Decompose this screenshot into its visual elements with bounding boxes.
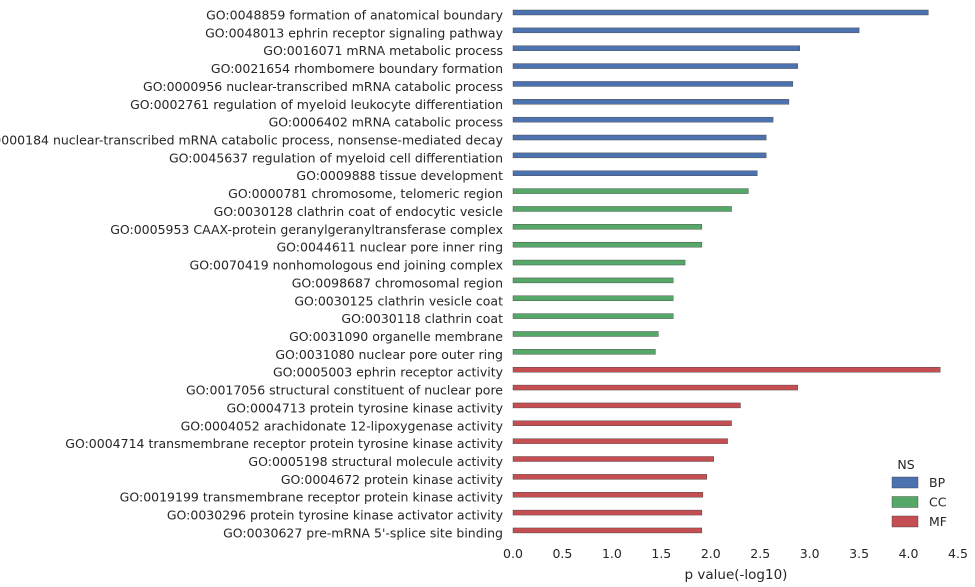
bar-cc xyxy=(512,277,674,284)
bar-cc xyxy=(512,241,703,248)
category-label: GO:0019199 transmembrane receptor protei… xyxy=(120,490,504,505)
bar-bp xyxy=(512,45,800,51)
x-tick-label: 0.5 xyxy=(552,546,572,561)
x-tick-label: 0.0 xyxy=(503,546,523,561)
category-label: GO:0004052 arachidonate 12-lipoxygenase … xyxy=(181,418,504,433)
bar-mf xyxy=(512,492,704,498)
bar-cc xyxy=(512,206,732,212)
category-label: GO:0030296 protein tyrosine kinase activ… xyxy=(167,508,504,523)
legend-swatch-cc xyxy=(891,496,919,508)
bar-cc xyxy=(512,259,686,266)
x-tick-label: 3.0 xyxy=(800,546,820,561)
category-label: GO:0000781 chromosome, telomeric region xyxy=(228,186,503,201)
category-label: GO:0005003 ephrin receptor activity xyxy=(273,365,504,380)
bar-mf xyxy=(512,456,714,462)
bar-mf xyxy=(512,527,703,534)
category-label: GO:0000184 nuclear-transcribed mRNA cata… xyxy=(0,133,504,148)
category-label: GO:0045637 regulation of myeloid cell di… xyxy=(169,150,503,165)
legend-label-cc: CC xyxy=(929,495,947,510)
bar-mf xyxy=(512,438,728,444)
legend: NS BP CC MF xyxy=(891,457,947,529)
category-label: GO:0002761 regulation of myeloid leukocy… xyxy=(130,97,503,112)
category-label: GO:0031080 nuclear pore outer ring xyxy=(275,347,503,362)
bar-bp xyxy=(512,9,929,16)
bar-bp xyxy=(512,99,790,105)
category-label: GO:0030125 clathrin vesicle coat xyxy=(294,293,503,308)
category-label: GO:0006402 mRNA catabolic process xyxy=(269,115,503,130)
category-label: GO:0004714 transmembrane receptor protei… xyxy=(65,436,503,451)
bar-cc xyxy=(512,224,703,230)
legend-label-mf: MF xyxy=(929,514,947,529)
category-label: GO:0005953 CAAX-protein geranylgeranyltr… xyxy=(110,222,503,237)
bar-cc xyxy=(512,188,749,194)
bar-bp xyxy=(512,152,767,159)
bar-mf xyxy=(512,420,732,426)
category-labels: GO:0048859 formation of anatomical bound… xyxy=(0,8,504,541)
category-label: GO:0030118 clathrin coat xyxy=(341,311,503,326)
bar-bp xyxy=(512,81,794,87)
category-label: GO:0044611 nuclear pore inner ring xyxy=(276,240,503,255)
bars-layer xyxy=(512,9,941,534)
x-tick-label: 4.0 xyxy=(899,546,919,561)
bar-mf xyxy=(512,402,741,409)
category-label: GO:0030128 clathrin coat of endocytic ve… xyxy=(214,204,504,219)
x-axis-ticks: 0.0 0.5 1.0 1.5 2.0 2.5 3.0 3.5 4.0 4.5 xyxy=(503,546,968,561)
category-label: GO:0009888 tissue development xyxy=(296,168,503,183)
bar-bp xyxy=(512,134,767,141)
bar-bp xyxy=(512,170,758,176)
category-label: GO:0098687 chromosomal region xyxy=(292,275,503,290)
category-label: GO:0016071 mRNA metabolic process xyxy=(263,43,503,58)
category-label: GO:0005198 structural molecule activity xyxy=(248,454,503,469)
legend-title: NS xyxy=(897,457,914,472)
category-label: GO:0048013 ephrin receptor signaling pat… xyxy=(205,25,504,40)
legend-swatch-mf xyxy=(891,515,919,528)
bar-cc xyxy=(512,313,674,319)
bar-cc xyxy=(512,295,674,301)
bar-cc xyxy=(512,331,659,337)
x-tick-label: 1.0 xyxy=(602,546,622,561)
legend-label-bp: BP xyxy=(929,475,946,490)
category-label: GO:0000956 nuclear-transcribed mRNA cata… xyxy=(143,79,503,94)
bar-mf xyxy=(512,384,798,391)
category-label: GO:0030627 pre-mRNA 5'-splice site bindi… xyxy=(223,525,503,540)
bar-mf xyxy=(512,474,708,480)
bar-bp xyxy=(512,116,774,123)
x-tick-label: 2.5 xyxy=(750,546,770,561)
x-tick-label: 3.5 xyxy=(849,546,869,561)
category-label: GO:0004672 protein kinase activity xyxy=(281,472,504,487)
category-label: GO:0031090 organelle membrane xyxy=(289,329,503,344)
x-tick-label: 2.0 xyxy=(701,546,721,561)
category-label: GO:0021654 rhombomere boundary formation xyxy=(211,61,503,76)
x-tick-label: 1.5 xyxy=(651,546,671,561)
bar-bp xyxy=(512,63,798,69)
bar-cc xyxy=(512,349,656,355)
bar-bp xyxy=(512,27,860,34)
legend-swatch-bp xyxy=(891,476,919,489)
category-label: GO:0004713 protein tyrosine kinase activ… xyxy=(227,400,504,415)
x-axis-title: p value(-log10) xyxy=(685,567,788,583)
bar-mf xyxy=(512,367,941,373)
category-label: GO:0048859 formation of anatomical bound… xyxy=(206,8,503,23)
x-tick-label: 4.5 xyxy=(948,546,968,561)
legend-entries: BP CC MF xyxy=(891,475,947,529)
bar-mf xyxy=(512,509,703,516)
category-label: GO:0017056 structural constituent of nuc… xyxy=(186,383,503,398)
category-label: GO:0070419 nonhomologous end joining com… xyxy=(190,258,503,273)
